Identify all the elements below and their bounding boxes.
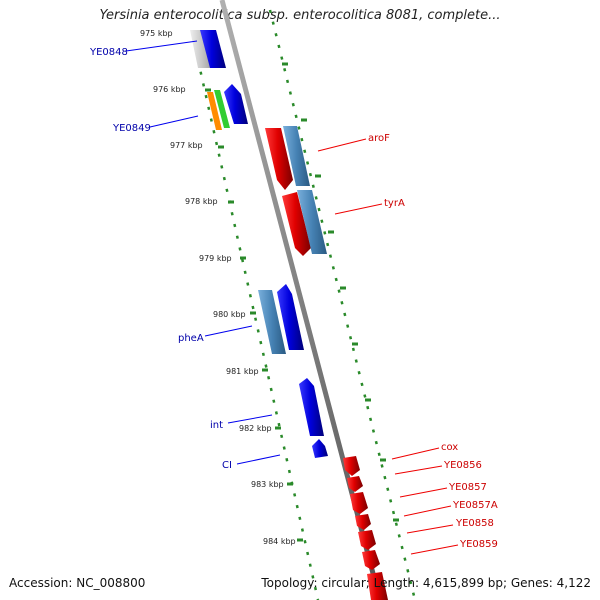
gene-ye0859[interactable] [362, 550, 380, 570]
map-title: Yersinia enterocolitica subsp. enterocol… [99, 8, 501, 23]
kbp-label: 980 kbp [213, 310, 246, 319]
label-ye0849: YE0849 [112, 123, 151, 134]
gene-cox[interactable] [343, 456, 360, 476]
topology-text: Topology: circular; Length: 4,615,899 bp… [261, 576, 591, 590]
gene-arof[interactable] [265, 128, 293, 190]
label-ye0859: YE0859 [459, 539, 498, 550]
gene-ye0849-blue[interactable] [224, 84, 248, 124]
label-ye0856: YE0856 [443, 460, 482, 471]
gene-ye0849-orange[interactable] [207, 92, 222, 130]
gene-ye0857[interactable] [350, 492, 368, 514]
label-ye0857: YE0857 [448, 482, 487, 493]
gene-ci[interactable] [312, 439, 328, 458]
kbp-label: 981 kbp [226, 367, 259, 376]
gene-ye0858[interactable] [358, 530, 376, 550]
label-tyra: tyrA [384, 198, 405, 209]
label-ci: CI [222, 460, 232, 471]
kbp-label: 984 kbp [263, 537, 296, 546]
major-ticks [205, 62, 399, 542]
label-phea: pheA [178, 333, 204, 344]
gene-ye0857a[interactable] [355, 514, 371, 530]
gene-ye0848-gray[interactable] [190, 30, 213, 68]
gene-phea[interactable] [277, 284, 304, 350]
kbp-label: 982 kbp [239, 424, 272, 433]
left-gene-labels[interactable]: YE0848 YE0849 pheA int CI [89, 40, 281, 471]
kbp-label: 978 kbp [185, 197, 218, 206]
label-arof: aroF [368, 133, 390, 144]
label-ye0848: YE0848 [89, 47, 128, 58]
kbp-tick-labels: 975 kbp 976 kbp 977 kbp 978 kbp 979 kbp … [140, 29, 296, 546]
gene-ye0856[interactable] [347, 476, 363, 492]
right-gene-labels[interactable]: aroF tyrA cox YE0856 YE0857 YE0857A YE08… [317, 133, 498, 555]
accession-text: Accession: NC_008800 [9, 576, 146, 590]
kbp-label: 983 kbp [251, 480, 284, 489]
kbp-label: 976 kbp [153, 85, 186, 94]
gene-tyra[interactable] [282, 192, 311, 256]
gene-bottom-red[interactable] [367, 572, 388, 600]
gene-tyra-steel[interactable] [297, 190, 327, 254]
outer-tick-track [268, 9, 417, 600]
kbp-label: 975 kbp [140, 29, 173, 38]
label-int: int [210, 420, 223, 431]
label-ye0858: YE0858 [455, 518, 494, 529]
gene-int[interactable] [299, 378, 324, 436]
kbp-label: 977 kbp [170, 141, 203, 150]
gene-phea-steel[interactable] [258, 290, 286, 354]
kbp-label: 979 kbp [199, 254, 232, 263]
gene-ye0849-green[interactable] [214, 90, 230, 128]
label-cox: cox [441, 442, 458, 453]
label-ye0857a: YE0857A [452, 500, 498, 511]
gene-ye0848[interactable] [200, 30, 226, 68]
inner-tick-track [196, 59, 320, 600]
gene-arof-steel[interactable] [283, 126, 310, 186]
